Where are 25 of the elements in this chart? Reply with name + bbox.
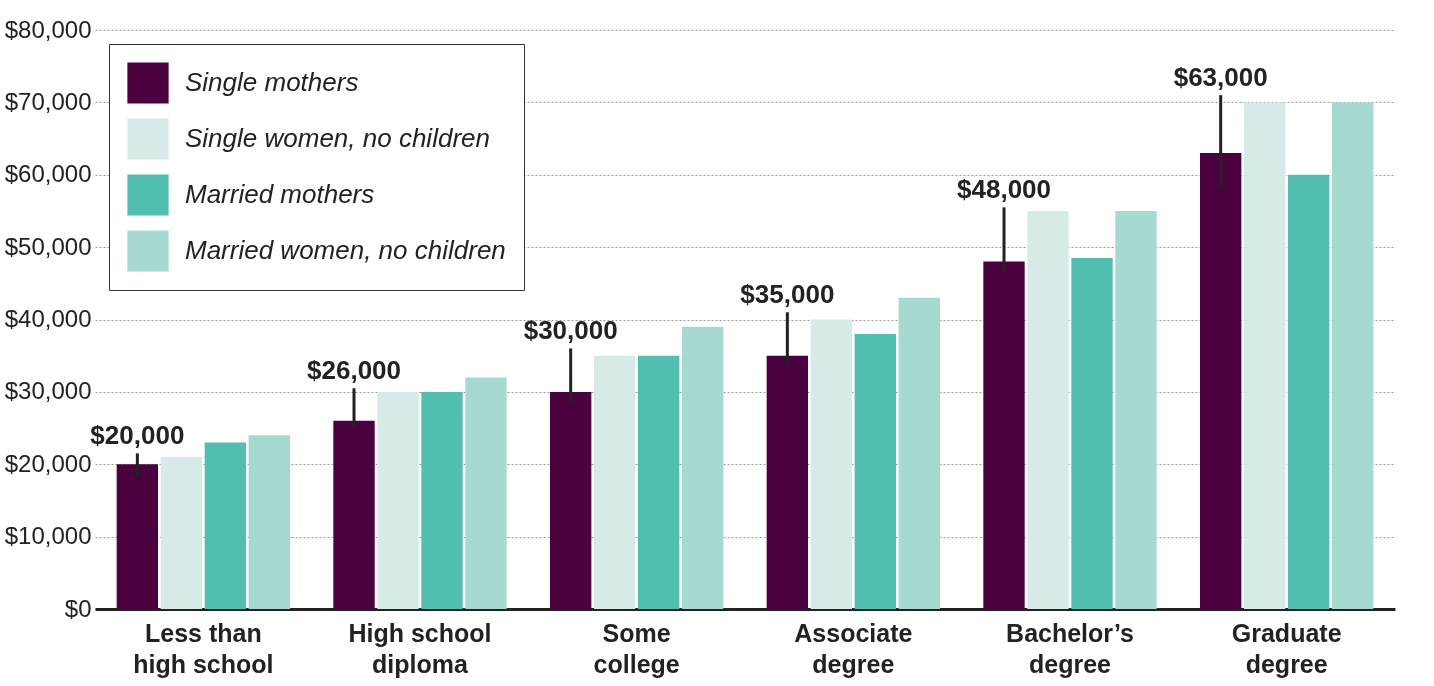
data-label: $26,000 bbox=[307, 355, 401, 386]
x-tick-label: High school diploma bbox=[348, 618, 492, 678]
legend-label: Married mothers bbox=[185, 179, 375, 209]
data-label: $48,000 bbox=[957, 174, 1051, 205]
y-tick-label: $50,000 bbox=[4, 232, 92, 260]
y-tick-label: $10,000 bbox=[4, 522, 92, 550]
y-tick-label: $40,000 bbox=[4, 305, 92, 332]
y-tick-label: $60,000 bbox=[4, 160, 92, 188]
x-tick-label: Graduate degree bbox=[1231, 618, 1342, 678]
data-label: $63,000 bbox=[1173, 62, 1268, 93]
y-tick-label: $20,000 bbox=[4, 449, 92, 477]
y-tick-label: $70,000 bbox=[4, 87, 92, 115]
data-label: $35,000 bbox=[740, 279, 835, 310]
x-tick-label: Associate degree bbox=[794, 618, 913, 678]
legend-label: Single women, no children bbox=[185, 123, 490, 153]
y-tick-label: $0 bbox=[64, 594, 92, 622]
x-tick-label: Some college bbox=[593, 618, 680, 678]
data-label: $30,000 bbox=[523, 315, 618, 346]
legend-label: Married women, no children bbox=[185, 235, 506, 265]
y-tick-label: $80,000 bbox=[4, 15, 92, 43]
x-tick-label: Bachelor’s degree bbox=[1006, 618, 1134, 678]
x-tick-label: Less than high school bbox=[133, 618, 274, 678]
data-label: $20,000 bbox=[90, 420, 185, 451]
y-tick-label: $30,000 bbox=[4, 377, 92, 405]
legend-label: Single mothers bbox=[185, 67, 359, 97]
